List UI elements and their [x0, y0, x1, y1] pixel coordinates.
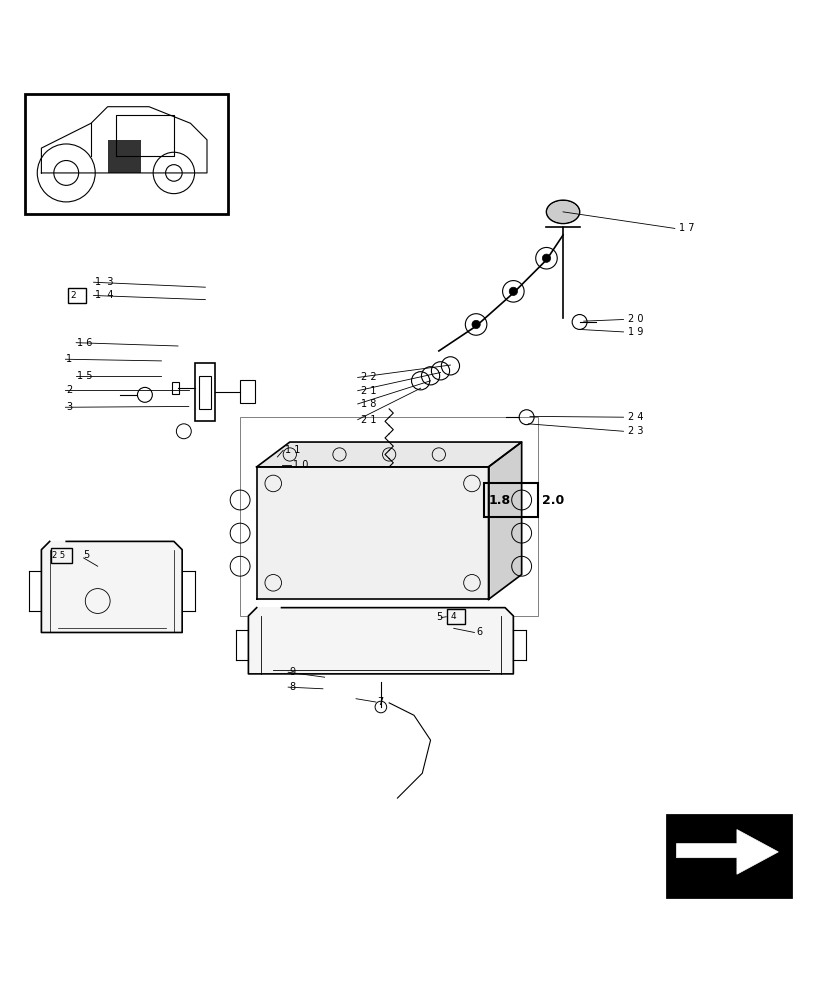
- Text: 2 4: 2 4: [627, 412, 643, 422]
- Text: 9: 9: [289, 667, 294, 677]
- Text: 1  4: 1 4: [95, 290, 113, 300]
- Text: 2 1: 2 1: [361, 415, 376, 425]
- Text: 3: 3: [66, 402, 72, 412]
- Polygon shape: [41, 541, 182, 632]
- Text: 1 6: 1 6: [77, 338, 93, 348]
- Text: 5: 5: [436, 612, 442, 622]
- Bar: [240, 380, 255, 403]
- Text: 6: 6: [476, 627, 481, 637]
- Text: 2 3: 2 3: [627, 426, 643, 436]
- Polygon shape: [248, 608, 513, 674]
- Polygon shape: [256, 442, 521, 467]
- Bar: [108, 140, 141, 173]
- Text: 1 5: 1 5: [77, 371, 93, 381]
- Text: 1 9: 1 9: [627, 327, 643, 337]
- Bar: [25, 94, 227, 214]
- Bar: [68, 288, 86, 303]
- Polygon shape: [488, 442, 521, 599]
- Text: 2 2: 2 2: [361, 372, 376, 382]
- Bar: [447, 609, 465, 624]
- Circle shape: [542, 254, 550, 262]
- Text: 2 0: 2 0: [627, 314, 643, 324]
- Text: 1 7: 1 7: [678, 223, 694, 233]
- Text: 8: 8: [289, 682, 294, 692]
- Bar: [194, 363, 215, 421]
- Polygon shape: [256, 467, 488, 599]
- Bar: [666, 815, 790, 897]
- Bar: [198, 376, 211, 409]
- Text: 5: 5: [84, 550, 90, 560]
- Ellipse shape: [547, 201, 578, 223]
- Bar: [51, 548, 72, 563]
- Bar: [240, 417, 538, 616]
- Circle shape: [471, 320, 480, 329]
- Polygon shape: [676, 830, 777, 874]
- Text: 1: 1: [66, 354, 72, 364]
- Circle shape: [509, 287, 517, 295]
- Text: 4: 4: [450, 612, 456, 621]
- Text: 1 8: 1 8: [361, 399, 376, 409]
- Text: 2: 2: [66, 385, 73, 395]
- Text: 7: 7: [377, 697, 384, 707]
- Text: 1.8: 1.8: [488, 494, 510, 507]
- Text: 2.0: 2.0: [542, 494, 564, 507]
- Bar: [484, 483, 538, 517]
- Text: 2 5: 2 5: [52, 551, 65, 560]
- Text: 1  3: 1 3: [95, 277, 113, 287]
- Bar: [172, 382, 179, 394]
- Text: 1 1: 1 1: [284, 445, 300, 455]
- Text: 2: 2: [70, 291, 76, 300]
- Text: 2 1: 2 1: [361, 386, 376, 396]
- Text: 1 0: 1 0: [293, 460, 308, 470]
